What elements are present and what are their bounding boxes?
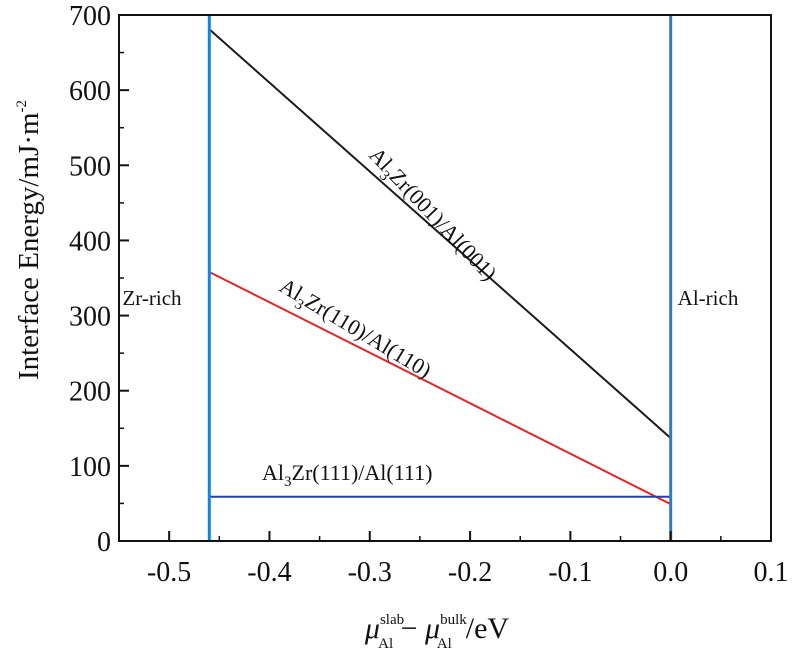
y-tick-label: 200: [69, 377, 111, 408]
x-tick-label: -0.3: [348, 557, 392, 588]
y-tick-label: 0: [97, 527, 111, 558]
x-tick-label: -0.5: [147, 557, 191, 588]
series-label-111: Al3Zr(111)/Al(111): [262, 460, 432, 490]
y-axis-label: Interface Energy/mJ·m-2: [13, 100, 45, 380]
x-tick-label: -0.4: [247, 557, 291, 588]
region-label-al-rich: Al-rich: [678, 286, 739, 310]
region-label-zr-rich: Zr-rich: [122, 286, 182, 310]
plot-frame: [118, 14, 772, 542]
y-tick-label: 400: [69, 226, 111, 257]
y-tick-label: 100: [69, 452, 111, 483]
series-label-110: Al3Zr(110)/Al(110): [273, 273, 436, 387]
plot-marks: [207, 15, 673, 541]
x-axis-ticks: -0.5 -0.4 -0.3 -0.2 -0.1 0.0 0.1: [118, 531, 789, 588]
series-line-1: [208, 271, 672, 506]
y-tick-label: 700: [69, 1, 111, 32]
x-tick-label: 0.1: [754, 557, 789, 588]
x-tick-label: -0.1: [548, 557, 592, 588]
x-tick-label: 0.0: [653, 557, 688, 588]
series-label-001: Al3Zr(001)/Al(001): [361, 142, 502, 289]
series-line-0: [208, 28, 672, 439]
x-axis-label: μslab Al − μbulk Al/eV: [364, 612, 510, 651]
x-tick-label: -0.2: [448, 557, 492, 588]
y-axis-ticks: 0 100 200 300 400 500 600 700: [69, 1, 129, 558]
y-tick-label: 600: [69, 76, 111, 107]
y-tick-label: 300: [69, 302, 111, 333]
y-tick-label: 500: [69, 151, 111, 182]
